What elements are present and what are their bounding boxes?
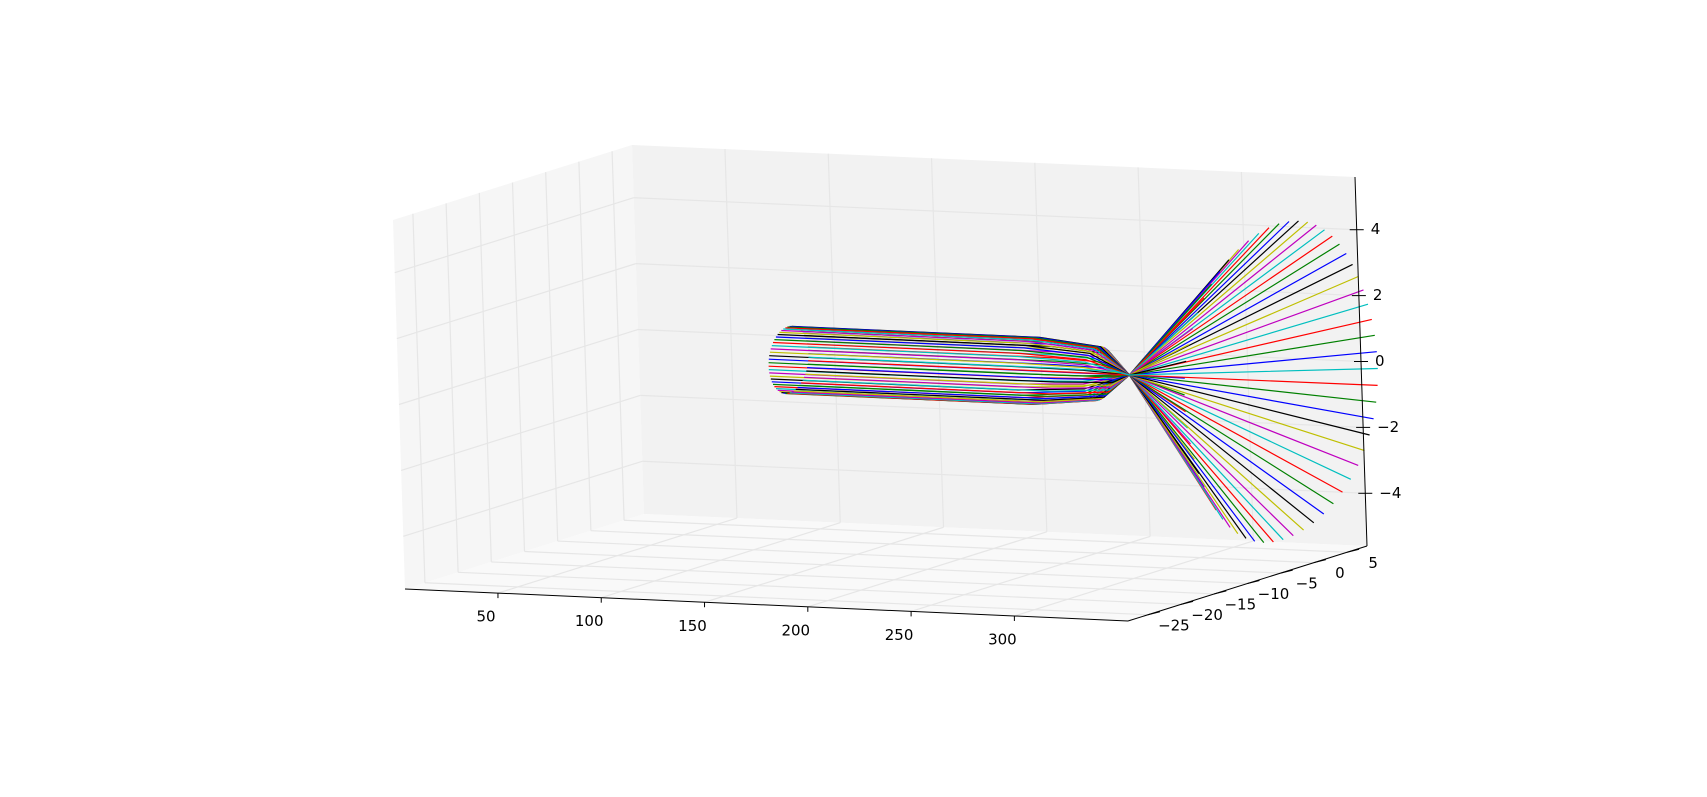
ray-line xyxy=(793,374,1304,531)
ray-line xyxy=(787,223,1280,376)
z-tick-label: 2 xyxy=(1373,286,1383,304)
z-tick-label: 0 xyxy=(1375,352,1385,370)
ray-series xyxy=(768,220,1378,543)
grid-line-z-side xyxy=(398,328,639,406)
y-tick-label: −25 xyxy=(1158,616,1190,634)
y-tick xyxy=(1280,569,1293,574)
ray-line xyxy=(795,374,1315,524)
x-tick-label: 300 xyxy=(988,631,1017,649)
ray-line xyxy=(808,360,1378,386)
y-tick xyxy=(1214,590,1227,595)
z-tick-label: −2 xyxy=(1377,418,1399,436)
z-tick-label: −4 xyxy=(1379,484,1401,502)
ray-line xyxy=(801,374,1343,493)
grid-line-y-floor xyxy=(424,582,1148,616)
y-tick-label: −20 xyxy=(1191,606,1223,624)
y-tick xyxy=(1346,548,1360,553)
grid-line-y-floor xyxy=(458,571,1182,605)
ray-line xyxy=(807,363,1377,403)
y-tick-label: −15 xyxy=(1224,595,1256,613)
ray-line xyxy=(791,374,1294,537)
ray-line xyxy=(797,374,1325,515)
z-tick-label: 4 xyxy=(1371,220,1381,238)
grid-line-z-side xyxy=(396,263,637,340)
y-tick-label: −10 xyxy=(1258,585,1290,603)
x-axis-line xyxy=(404,588,1129,622)
y-tick xyxy=(1147,611,1161,616)
y-tick xyxy=(1180,600,1194,605)
x-tick-label: 150 xyxy=(678,617,707,635)
grid-line-y-floor xyxy=(624,519,1348,553)
ray-line xyxy=(807,367,1374,420)
grid-line-z-back xyxy=(633,197,1357,231)
x-tick-label: 50 xyxy=(476,608,495,626)
x-tick-label: 250 xyxy=(885,626,914,644)
grid-line-y-floor xyxy=(524,550,1248,585)
ray-line xyxy=(799,374,1334,505)
y-tick xyxy=(1247,580,1260,584)
grid-line-z-back xyxy=(640,394,1364,428)
grid-line-y-floor xyxy=(491,561,1215,595)
y-tick-label: −5 xyxy=(1296,575,1318,593)
y-tick xyxy=(1313,559,1327,564)
x-tick-label: 200 xyxy=(781,621,810,639)
ray-line xyxy=(774,283,1213,376)
grid-line-z-side xyxy=(403,460,643,537)
ray-line xyxy=(805,373,1365,452)
grid-line-y-floor xyxy=(590,530,1314,564)
grid-line-z-side xyxy=(400,394,641,471)
y-tick-label: 5 xyxy=(1368,554,1378,572)
ray-line xyxy=(808,356,1378,376)
axes-panes xyxy=(393,145,1367,621)
ray-line xyxy=(769,344,1190,376)
grid-line-z-back xyxy=(635,263,1359,297)
ray-line xyxy=(806,370,1370,436)
ray-line xyxy=(771,312,1199,376)
x-tick-label: 100 xyxy=(575,612,604,630)
grid-line-y-floor xyxy=(557,540,1281,574)
ray-line xyxy=(775,271,1221,376)
ray-line xyxy=(785,227,1270,376)
ray-line xyxy=(772,297,1205,376)
ray-line xyxy=(802,374,1352,480)
ray-line xyxy=(770,328,1194,376)
grid-line-z-back xyxy=(637,328,1362,363)
y-tick-label: 0 xyxy=(1335,564,1345,582)
ray-line xyxy=(803,374,1359,466)
grid-line-z-side xyxy=(394,197,634,274)
